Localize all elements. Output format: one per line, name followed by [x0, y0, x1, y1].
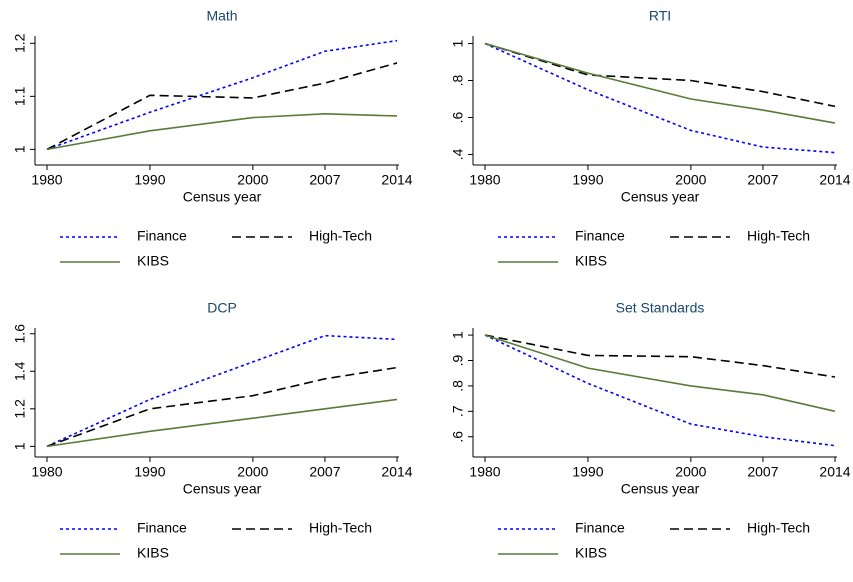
y-tick-label: .9 — [450, 354, 466, 366]
legend-label: Finance — [575, 520, 625, 536]
x-axis-label: Census year — [621, 189, 700, 205]
legend-label: KIBS — [137, 545, 169, 561]
y-tick-label: 1.1 — [12, 86, 28, 106]
x-tick-label: 2000 — [237, 464, 268, 480]
y-tick-label: 1.6 — [12, 324, 28, 344]
x-axis-label: Census year — [183, 481, 262, 497]
x-tick-label: 2014 — [381, 464, 412, 480]
series-line — [46, 398, 398, 448]
series-line — [46, 334, 398, 448]
legend-label: Finance — [575, 228, 625, 244]
y-tick-label: 1 — [12, 442, 28, 450]
series-line — [484, 42, 836, 108]
x-tick-label: 2000 — [675, 464, 706, 480]
series-line — [46, 62, 398, 151]
x-tick-label: 1990 — [572, 464, 603, 480]
legend-label: KIBS — [137, 253, 169, 269]
y-tick-label: 1 — [450, 331, 466, 339]
y-tick-label: 1.4 — [12, 361, 28, 381]
x-tick-label: 2007 — [309, 464, 340, 480]
y-tick-label: .7 — [450, 405, 466, 417]
y-tick-label: 1.2 — [12, 33, 28, 53]
x-tick-label: 1990 — [572, 172, 603, 188]
legend-label: KIBS — [575, 253, 607, 269]
series-line — [46, 366, 398, 448]
x-tick-label: 2007 — [747, 464, 778, 480]
y-tick-label: 1.2 — [12, 399, 28, 419]
legend-label: KIBS — [575, 545, 607, 561]
x-tick-label: 1980 — [469, 464, 500, 480]
y-tick-label: .6 — [450, 111, 466, 123]
x-tick-label: 2014 — [381, 172, 412, 188]
legend-label: High-Tech — [309, 228, 372, 244]
panel-title: Set Standards — [616, 300, 705, 316]
series-line — [484, 334, 836, 447]
y-tick-label: .4 — [450, 148, 466, 160]
panel-title: RTI — [649, 8, 671, 24]
panel-title: Math — [206, 8, 237, 24]
y-tick-label: .8 — [450, 380, 466, 392]
x-tick-label: 1980 — [469, 172, 500, 188]
series-line — [484, 42, 836, 154]
x-axis-label: Census year — [621, 481, 700, 497]
x-axis-label: Census year — [183, 189, 262, 205]
x-tick-label: 2007 — [309, 172, 340, 188]
panel-title: DCP — [207, 300, 237, 316]
x-tick-label: 1980 — [31, 172, 62, 188]
series-line — [46, 113, 398, 151]
y-tick-label: .8 — [450, 74, 466, 86]
x-tick-label: 2014 — [819, 172, 850, 188]
series-line — [46, 39, 398, 151]
x-tick-label: 1990 — [134, 172, 165, 188]
x-tick-label: 2000 — [237, 172, 268, 188]
x-tick-label: 2000 — [675, 172, 706, 188]
legend-label: High-Tech — [747, 228, 810, 244]
legend-label: Finance — [137, 228, 187, 244]
legend-label: Finance — [137, 520, 187, 536]
x-tick-label: 2007 — [747, 172, 778, 188]
y-tick-label: 1 — [12, 145, 28, 153]
y-tick-label: .6 — [450, 431, 466, 443]
x-tick-label: 1980 — [31, 464, 62, 480]
series-line — [484, 42, 836, 124]
x-tick-label: 1990 — [134, 464, 165, 480]
y-tick-label: 1 — [450, 39, 466, 47]
series-line — [484, 334, 836, 413]
legend-label: High-Tech — [747, 520, 810, 536]
x-tick-label: 2014 — [819, 464, 850, 480]
legend-label: High-Tech — [309, 520, 372, 536]
series-line — [484, 334, 836, 378]
